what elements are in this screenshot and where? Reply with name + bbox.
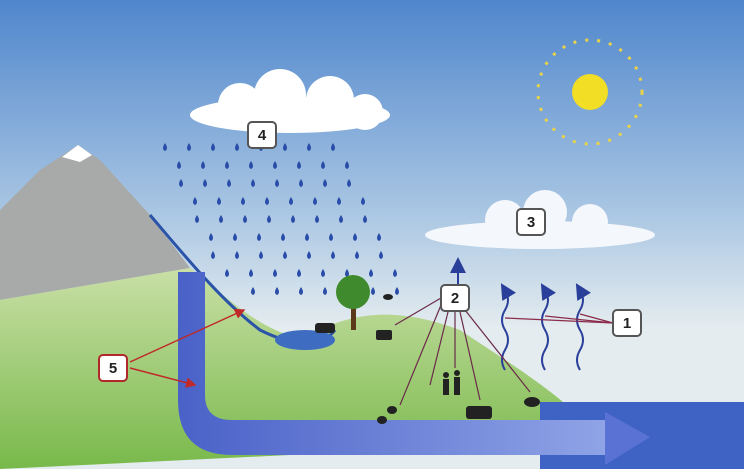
- label-text: 2: [451, 290, 459, 307]
- label-text: 5: [109, 360, 117, 377]
- label-text: 4: [258, 127, 267, 144]
- water-cycle-diagram: 1 2 3 4 5: [0, 0, 744, 469]
- label-text: 1: [623, 315, 631, 332]
- label-text: 3: [527, 214, 535, 231]
